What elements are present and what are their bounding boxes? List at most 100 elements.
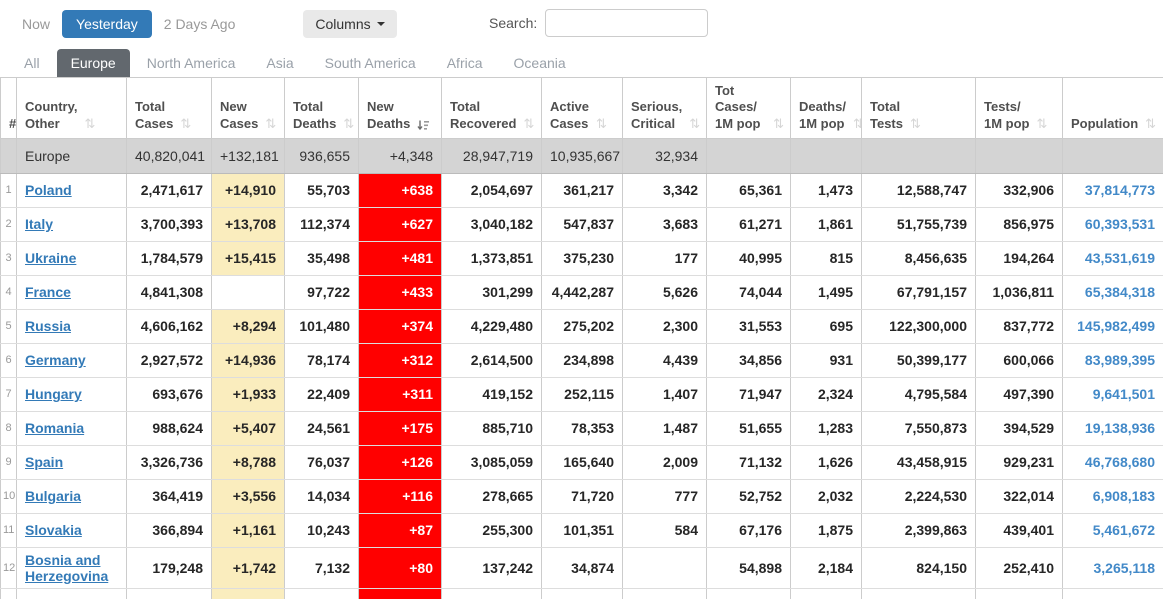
cell-deaths-1m-pop: 695 (790, 308, 862, 344)
cell-total-recovered: 137,242 (441, 546, 542, 589)
population-link[interactable]: 60,393,531 (1084, 216, 1155, 233)
cell-active-cases: 234,898 (541, 342, 623, 378)
cell-serious-critical: 1,487 (622, 410, 707, 446)
cell-total-cases: 3,700,393 (126, 206, 212, 242)
cell-total-recovered: 419,152 (441, 376, 542, 412)
sort-both-icon: ⇅ (596, 115, 607, 131)
cell-serious-critical (622, 587, 707, 599)
column-header-population[interactable]: Population ⇅ (1062, 77, 1163, 139)
country-link[interactable]: Germany (25, 352, 86, 369)
cell-new-cases: +1,161 (211, 512, 285, 548)
cell-serious-critical: 32,934 (622, 137, 707, 174)
country-link[interactable]: Russia (25, 318, 71, 335)
tab-oceania[interactable]: Oceania (513, 55, 566, 71)
column-header-total-cases[interactable]: Total Cases ⇅ (126, 77, 212, 139)
population-link[interactable]: 3,265,118 (1093, 559, 1155, 576)
column-header-total-tests[interactable]: Total Tests ⇅ (861, 77, 976, 139)
cell-total-cases: 179,248 (126, 546, 212, 589)
population-link[interactable]: 43,531,619 (1084, 250, 1155, 267)
tab-asia[interactable]: Asia (266, 55, 294, 71)
sort-both-icon: ⇅ (773, 115, 784, 131)
column-header-new-cases[interactable]: New Cases ⇅ (211, 77, 285, 139)
cell-total-recovered: 885,710 (441, 410, 542, 446)
two-days-ago-button[interactable]: 2 Days Ago (163, 15, 236, 32)
country-link[interactable]: Romania (25, 420, 85, 437)
cell-tests-1m-pop: 497,390 (975, 376, 1063, 412)
cell-new-cases: +3,556 (211, 478, 285, 514)
country-link[interactable]: France (25, 284, 71, 301)
tab-north-america[interactable]: North America (146, 55, 236, 71)
cell-country: Italy (16, 206, 127, 242)
cell-population: 3,265,118 (1062, 546, 1163, 589)
cell-new-deaths: +87 (358, 512, 442, 548)
cell-rank: 8 (0, 410, 17, 446)
population-link[interactable]: 46,768,680 (1084, 454, 1155, 471)
population-link[interactable]: 5,461,672 (1092, 522, 1155, 539)
population-link[interactable]: 65,384,318 (1084, 284, 1155, 301)
column-header-cases-1m-pop[interactable]: Tot Cases/1M pop ⇅ (706, 77, 791, 139)
cell-cases-1m-pop: 54,898 (706, 546, 791, 589)
cell-total-tests: 824,150 (861, 546, 976, 589)
tab-africa[interactable]: Africa (446, 55, 483, 71)
search-input[interactable] (545, 9, 709, 37)
sort-both-icon: ⇅ (910, 115, 921, 131)
cell-population: 9,641,501 (1062, 376, 1163, 412)
column-header-country[interactable]: Country, Other ⇅ (16, 77, 127, 139)
population-link[interactable]: 6,908,183 (1092, 488, 1155, 505)
tab-all[interactable]: All (24, 55, 40, 71)
column-header-tests-1m-pop[interactable]: Tests/1M pop ⇅ (975, 77, 1063, 139)
country-link[interactable]: Spain (25, 454, 64, 471)
search-area: Search: (489, 9, 709, 37)
population-link[interactable]: 37,814,773 (1084, 182, 1155, 199)
column-header-deaths-1m-pop[interactable]: Deaths/1M pop ⇅ (790, 77, 862, 139)
sort-both-icon: ⇅ (265, 115, 276, 131)
table-row: 3 Ukraine 1,784,579 +15,415 35,498 +481 1,373,… (0, 240, 1163, 276)
sort-both-icon: ⇅ (852, 115, 862, 131)
country-link[interactable]: Ukraine (25, 250, 77, 267)
cell-active-cases: 165,640 (541, 444, 623, 480)
column-header-label: # (9, 115, 17, 131)
population-link[interactable]: 19,138,936 (1084, 420, 1155, 437)
column-header-label: Total Deaths (293, 99, 337, 131)
cell-total-cases: 3,326,736 (126, 444, 212, 480)
country-link[interactable]: Bosnia and Herzegovina (25, 551, 109, 584)
country-link[interactable]: Slovakia (25, 522, 82, 539)
cell-deaths-1m-pop (790, 587, 862, 599)
cell-new-deaths: +116 (358, 478, 442, 514)
column-header-label: New Deaths (367, 99, 411, 131)
population-link[interactable]: 83,989,395 (1084, 352, 1155, 369)
sort-both-icon: ⇅ (180, 115, 191, 131)
cell-tests-1m-pop: 929,231 (975, 444, 1063, 480)
cell-serious-critical: 4,439 (622, 342, 707, 378)
cell-total-recovered: 4,229,480 (441, 308, 542, 344)
tab-europe[interactable]: Europe (56, 49, 130, 77)
cell-population (1062, 137, 1163, 174)
table-row: 8 Romania 988,624 +5,407 24,561 +175 885,710 78… (0, 410, 1163, 446)
column-header-new-deaths[interactable]: New Deaths (358, 77, 442, 139)
column-header-active-cases[interactable]: Active Cases ⇅ (541, 77, 623, 139)
population-link[interactable]: 9,641,501 (1092, 386, 1155, 403)
table-row: 5 Russia 4,606,162 +8,294 101,480 +374 4,229,4… (0, 308, 1163, 344)
column-header-serious-critical[interactable]: Serious, Critical ⇅ (622, 77, 707, 139)
cell-new-deaths: +481 (358, 240, 442, 276)
population-link[interactable]: 145,982,499 (1077, 318, 1155, 335)
yesterday-button[interactable]: Yesterday (62, 9, 152, 38)
cell-total-cases: 693,676 (126, 376, 212, 412)
column-header-total-deaths[interactable]: Total Deaths ⇅ (284, 77, 359, 139)
country-link[interactable]: Hungary (25, 386, 82, 403)
cell-country: Slovakia (16, 512, 127, 548)
now-button[interactable]: Now (22, 15, 51, 32)
cell-total-tests: 51,755,739 (861, 206, 976, 242)
toolbar: Now Yesterday 2 Days Ago Columns Search: (0, 0, 1163, 44)
columns-button[interactable]: Columns (303, 9, 397, 38)
cell-total-recovered: 28,947,719 (441, 137, 542, 174)
column-header-label: Total Cases (135, 99, 174, 131)
tab-south-america[interactable]: South America (324, 55, 416, 71)
cell-new-deaths: +311 (358, 376, 442, 412)
country-link[interactable]: Italy (25, 216, 54, 233)
cell-total-recovered: 2,054,697 (441, 172, 542, 208)
country-link[interactable]: Poland (25, 182, 72, 199)
country-link[interactable]: Bulgaria (25, 488, 82, 505)
cell-cases-1m-pop: 65,361 (706, 172, 791, 208)
column-header-total-recovered[interactable]: Total Recovered ⇅ (441, 77, 542, 139)
